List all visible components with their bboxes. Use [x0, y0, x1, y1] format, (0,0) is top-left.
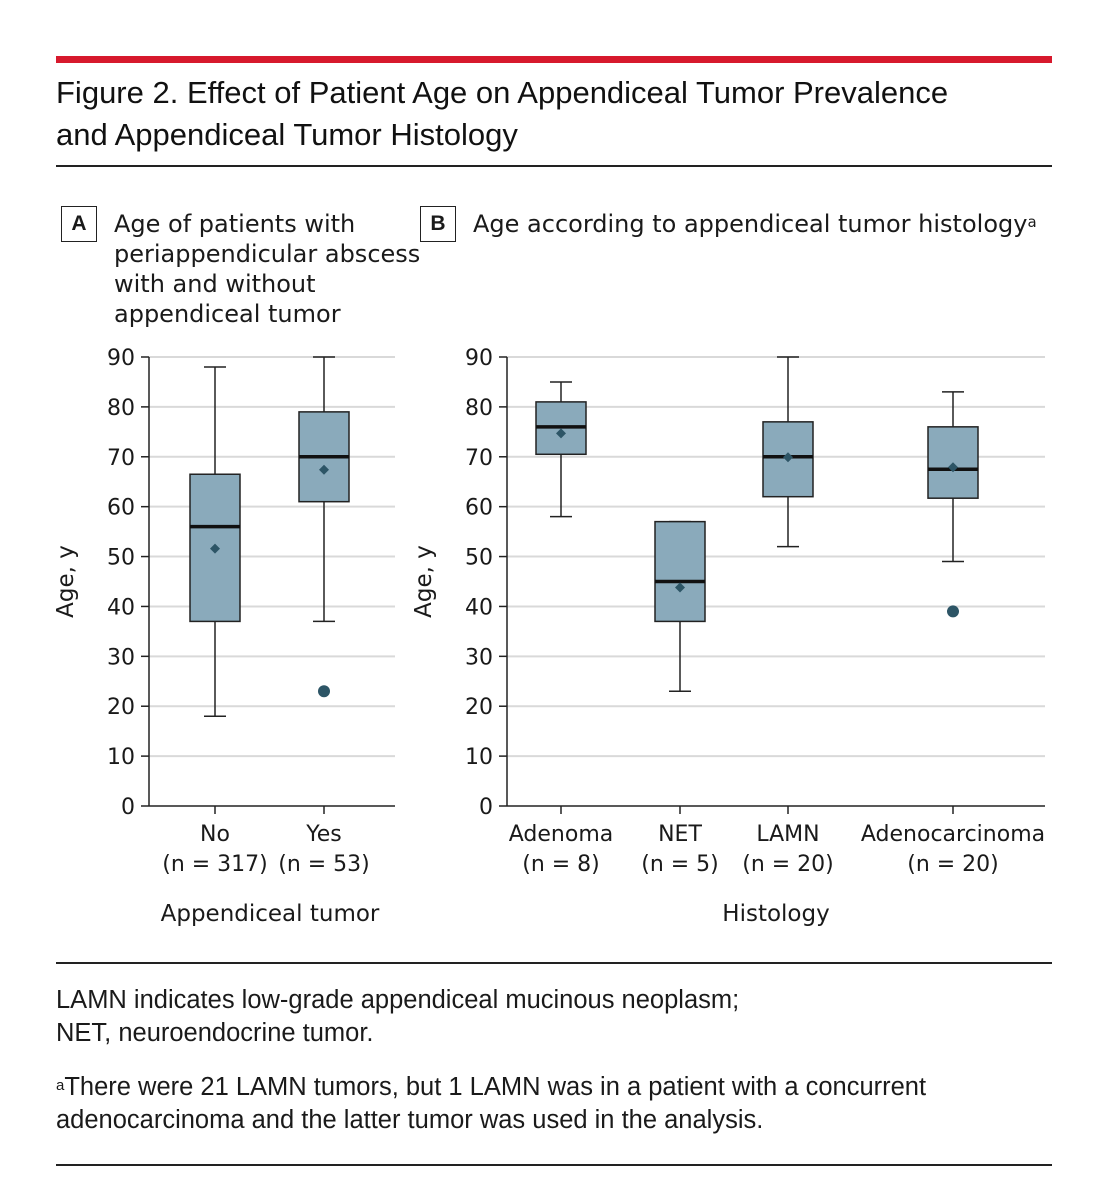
figure-title-line-2: and Appendiceal Tumor Histology [56, 117, 518, 152]
y-tick-label: 20 [107, 695, 135, 720]
y-tick-label: 70 [465, 446, 493, 471]
mean-marker [948, 462, 958, 473]
y-tick-label: 40 [107, 595, 135, 620]
panel-a-title-line: Age of patients with [114, 210, 356, 238]
iqr-box [927, 426, 979, 499]
y-tick-label: 60 [107, 496, 135, 521]
y-tick-label: 70 [107, 446, 135, 471]
x-category-label: LAMN [756, 822, 819, 847]
panel-b-letter: B [420, 206, 456, 242]
outlier-point [318, 685, 330, 698]
y-tick-label: 30 [107, 645, 135, 670]
bottom-divider [56, 1164, 1052, 1166]
x-category-label: Adenoma [509, 822, 613, 847]
panel-b-title-text: Age according to appendiceal tumor histo… [473, 210, 1028, 238]
y-tick-label: 30 [465, 645, 493, 670]
mean-marker [675, 582, 685, 593]
y-axis-label: Age, y [411, 545, 437, 618]
panel-a-letter: A [61, 206, 97, 242]
outlier-point [947, 605, 959, 618]
mean-marker [319, 464, 329, 475]
y-tick-label: 90 [465, 346, 493, 371]
panel-a-title-line: appendiceal tumor [114, 300, 341, 328]
x-category-n-label: (n = 8) [522, 852, 600, 877]
mean-marker [210, 543, 220, 554]
panel-b-title-line: Age according to appendiceal tumor histo… [473, 209, 1037, 239]
figure-title: Figure 2. Effect of Patient Age on Appen… [56, 72, 1046, 156]
y-tick-label: 50 [465, 546, 493, 571]
y-tick-label: 10 [465, 745, 493, 770]
mean-marker [783, 452, 793, 463]
panel-b-title-superscript: a [1027, 213, 1037, 231]
x-category-n-label: (n = 20) [742, 852, 834, 877]
charts-canvas: 0 10 20 30 40 50 60 70 80 90 Age, y No (n = 317) Yes (… [53, 346, 1045, 927]
iqr-box [654, 520, 706, 623]
footnote-line: LAMN indicates low-grade appendiceal muc… [56, 986, 740, 1014]
footnote-marker: a [56, 1077, 65, 1094]
panel-a-title-line: with and without [114, 270, 316, 298]
footnote-line: aThere were 21 LAMN tumors, but 1 LAMN w… [56, 1071, 1046, 1104]
y-tick-label: 0 [121, 795, 135, 820]
panel-a-title: Age of patients with periappendicular ab… [114, 209, 420, 329]
x-category-label: No [200, 822, 230, 847]
footnote-line: NET, neuroendocrine tumor. [56, 1019, 374, 1047]
y-tick-label: 40 [465, 595, 493, 620]
x-category-label: NET [658, 822, 702, 847]
y-axis-label: Age, y [53, 545, 79, 618]
x-axis-label: Appendiceal tumor [161, 901, 380, 927]
title-divider [56, 165, 1052, 167]
footnote-note-a: aThere were 21 LAMN tumors, but 1 LAMN w… [56, 1071, 1046, 1137]
y-tick-label: 80 [465, 396, 493, 421]
x-category-n-label: (n = 20) [907, 852, 999, 877]
mean-marker [556, 428, 566, 439]
footnote-abbreviations: LAMN indicates low-grade appendiceal muc… [56, 984, 1046, 1050]
y-tick-label: 60 [465, 496, 493, 521]
y-tick-label: 10 [107, 745, 135, 770]
panel-a-chart: 0 10 20 30 40 50 60 70 80 90 Age, y No (n = 317) Yes (… [53, 346, 395, 927]
x-category-n-label: (n = 5) [641, 852, 719, 877]
panel-a-title-line: periappendicular abscess [114, 240, 421, 268]
panel-b-title: Age according to appendiceal tumor histo… [473, 209, 1037, 239]
x-category-n-label: (n = 317) [162, 852, 268, 877]
footnote-line: adenocarcinoma and the latter tumor was … [56, 1106, 764, 1134]
footnote-note-text: There were 21 LAMN tumors, but 1 LAMN wa… [64, 1073, 927, 1101]
x-axis-label: Histology [722, 901, 829, 927]
y-tick-label: 0 [479, 795, 493, 820]
footnote-divider [56, 962, 1052, 964]
panel-b-chart: 0 10 20 30 40 50 60 70 80 90 Age, y Adenoma (n = 8) N… [411, 346, 1045, 927]
y-tick-label: 80 [107, 396, 135, 421]
accent-rule [56, 56, 1052, 63]
figure-title-line-1: Figure 2. Effect of Patient Age on Appen… [56, 75, 949, 110]
y-tick-label: 90 [107, 346, 135, 371]
x-category-label: Yes [305, 822, 342, 847]
y-tick-label: 50 [107, 546, 135, 571]
x-category-label: Adenocarcinoma [861, 822, 1045, 847]
y-tick-label: 20 [465, 695, 493, 720]
x-category-n-label: (n = 53) [278, 852, 370, 877]
